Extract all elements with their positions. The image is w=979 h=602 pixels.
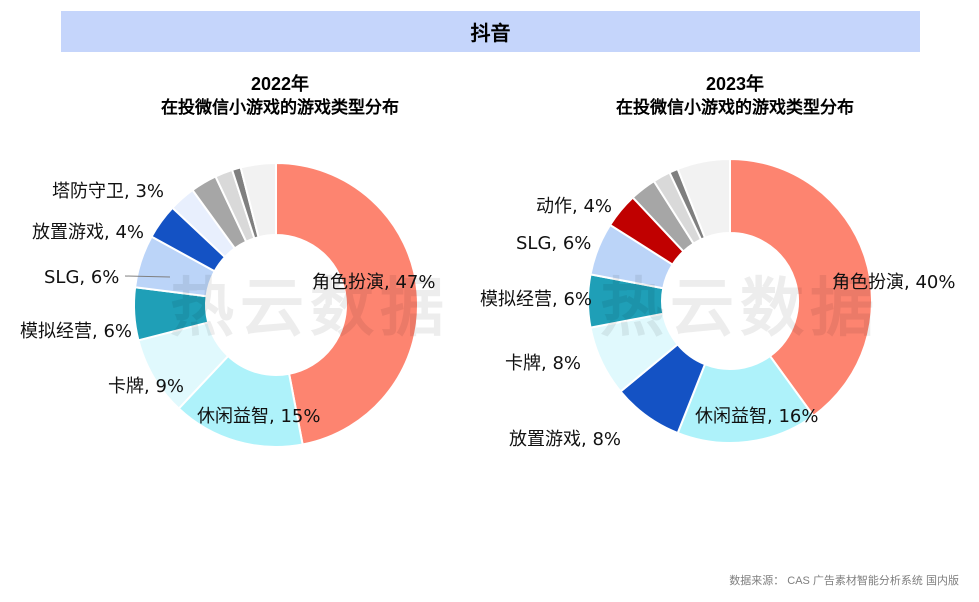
- donut-slice-角色扮演: [275, 161, 419, 446]
- donut-slice-other: [239, 161, 277, 239]
- chart-title-2022: 2022年 在投微信小游戏的游戏类型分布: [100, 72, 460, 120]
- slice-label: 模拟经营, 6%: [480, 289, 592, 310]
- banner-title: 抖音: [470, 23, 511, 45]
- donut-slice-other: [676, 157, 731, 240]
- platform-banner: 抖音: [61, 11, 920, 52]
- slice-label: SLG, 6%: [516, 233, 591, 254]
- slice-label: 放置游戏, 4%: [32, 222, 144, 243]
- chart-year-2023: 2023年: [705, 74, 765, 94]
- chart-year-2022: 2022年: [250, 74, 310, 94]
- donut-slice-休闲益智: [676, 354, 815, 444]
- slice-label: 塔防守卫, 3%: [52, 181, 164, 202]
- chart-subtitle-2023: 在投微信小游戏的游戏类型分布: [616, 98, 854, 117]
- watermark-text: 热云数据: [600, 272, 880, 346]
- slice-label: 角色扮演, 40%: [832, 272, 955, 293]
- watermark-text: 热云数据: [170, 272, 450, 346]
- donut-slice-角色扮演: [729, 157, 873, 418]
- slice-label: 卡牌, 8%: [505, 353, 581, 374]
- slice-label: SLG, 6%: [44, 267, 119, 288]
- leader-line: [124, 275, 171, 278]
- slice-label: 休闲益智, 15%: [197, 406, 320, 427]
- slice-label: 休闲益智, 16%: [695, 406, 818, 427]
- source-note: 数据来源： CAS 广告素材智能分析系统 国内版: [729, 575, 959, 587]
- slice-label: 角色扮演, 47%: [312, 272, 435, 293]
- slice-label: 放置游戏, 8%: [509, 429, 621, 450]
- slice-label: 卡牌, 9%: [108, 376, 184, 397]
- chart-subtitle-2022: 在投微信小游戏的游戏类型分布: [161, 98, 399, 117]
- slice-label: 模拟经营, 6%: [20, 321, 132, 342]
- slice-label: 动作, 4%: [536, 196, 612, 217]
- chart-title-2023: 2023年 在投微信小游戏的游戏类型分布: [555, 72, 915, 120]
